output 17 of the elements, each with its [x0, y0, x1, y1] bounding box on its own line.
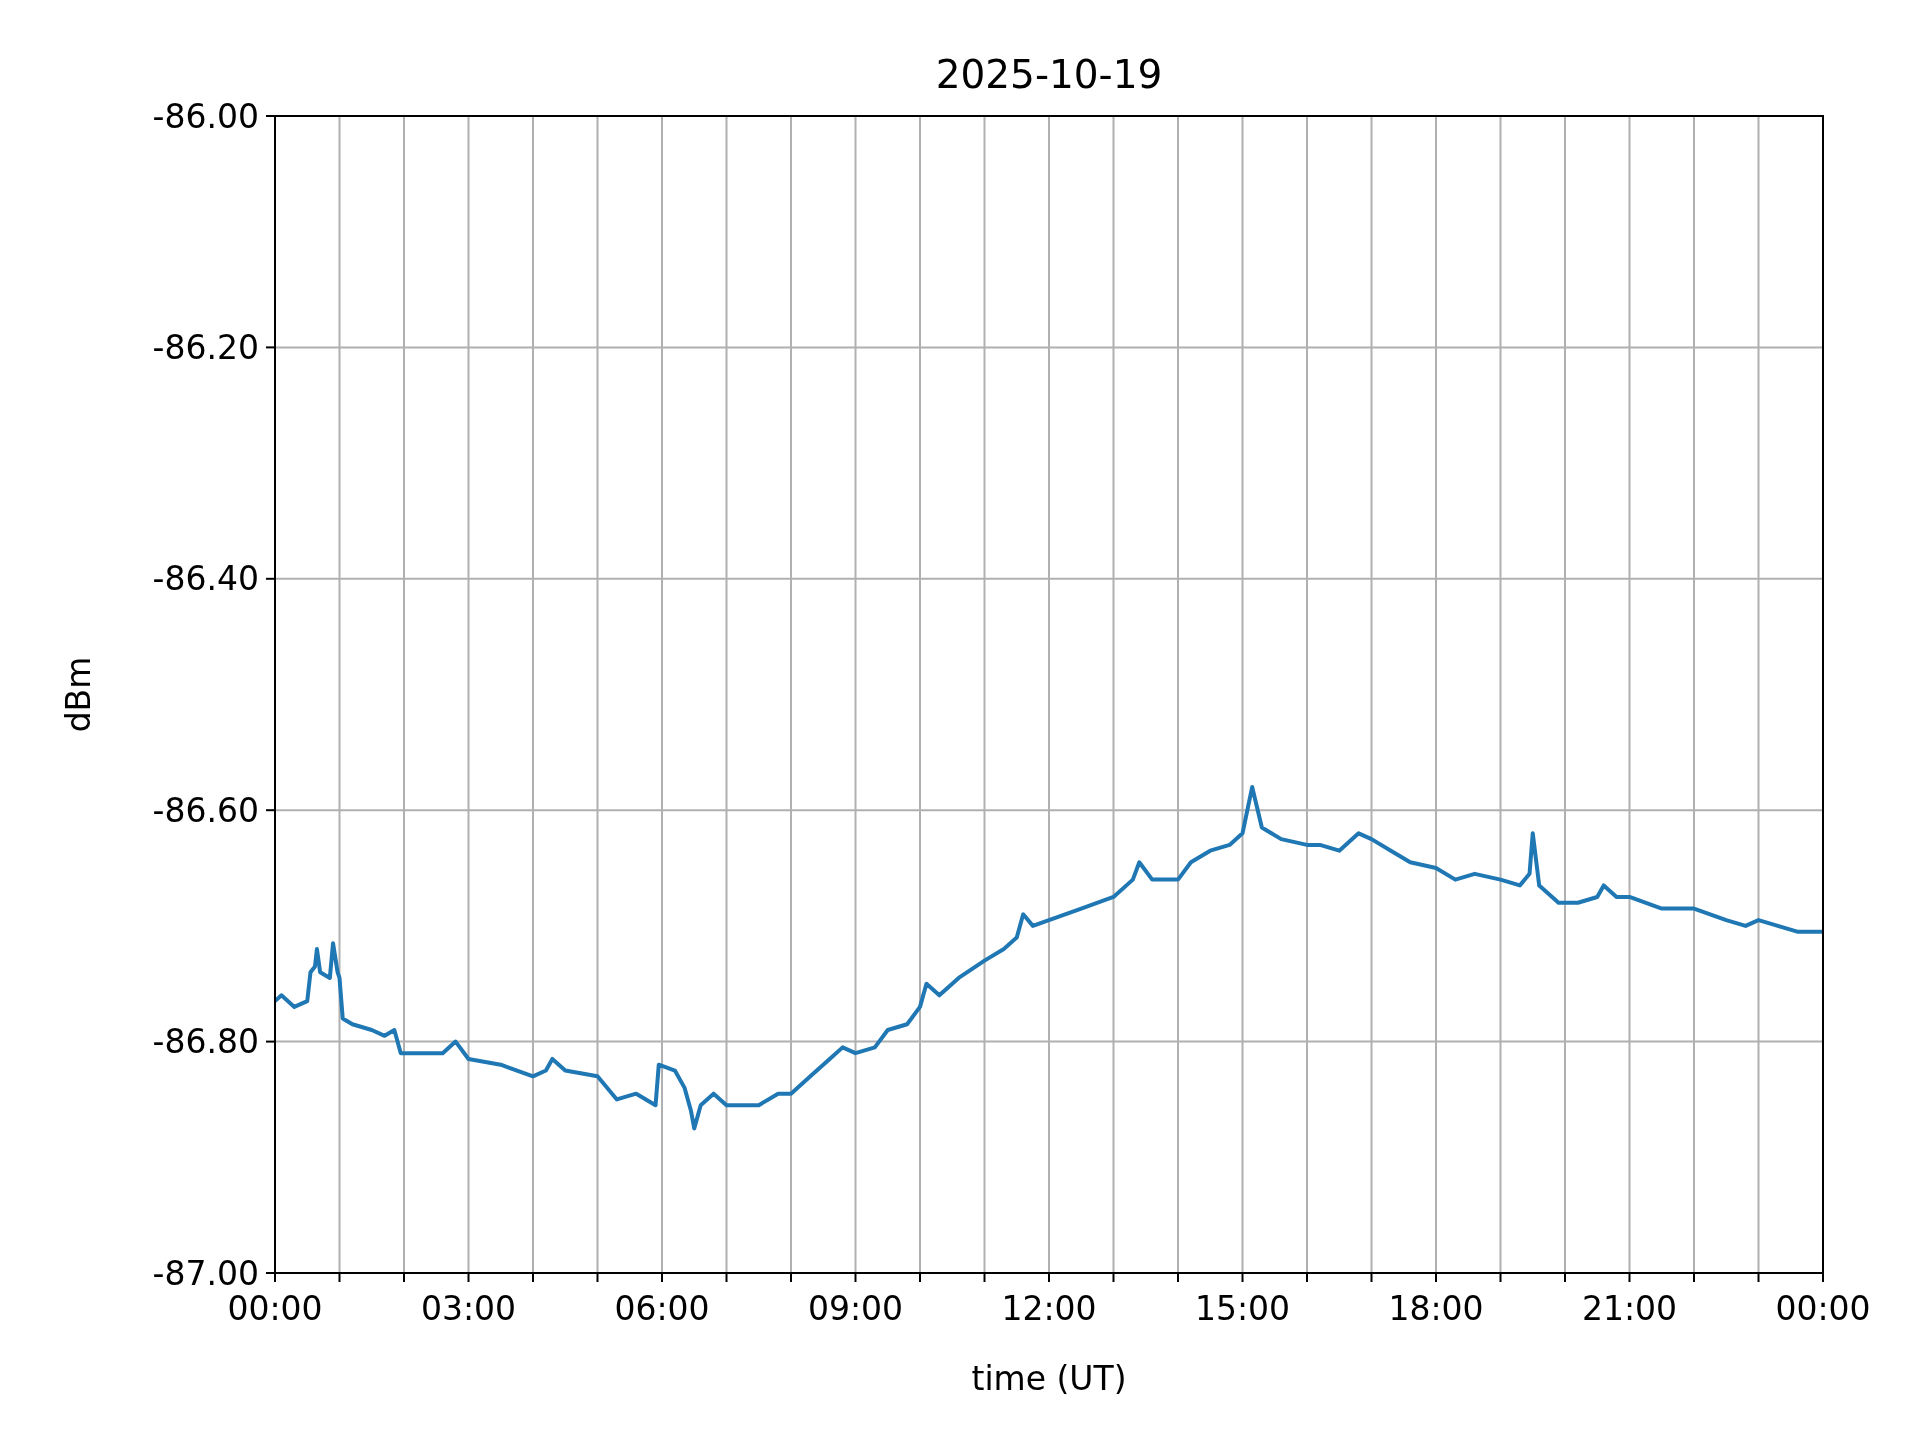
- x-tick-label: 09:00: [807, 1289, 904, 1328]
- x-axis-title: time (UT): [971, 1359, 1127, 1398]
- y-axis-title: dBm: [59, 656, 98, 733]
- x-tick-label: 03:00: [420, 1289, 517, 1328]
- x-tick-label: 12:00: [1001, 1289, 1097, 1328]
- x-tick-label: 15:00: [1194, 1289, 1291, 1328]
- y-tick-label: -86.80: [152, 1022, 259, 1062]
- y-tick-label: -86.00: [152, 96, 259, 136]
- y-tick-label: -86.40: [152, 559, 259, 599]
- x-tick-label: 21:00: [1581, 1289, 1678, 1328]
- line-series: [275, 785, 1823, 1131]
- y-tick-label: -86.20: [152, 327, 259, 367]
- x-tick-label: 00:00: [1775, 1289, 1871, 1328]
- y-tick-label: -86.60: [152, 790, 259, 830]
- x-tick-label: 06:00: [614, 1289, 710, 1328]
- x-tick-label: 18:00: [1388, 1289, 1484, 1328]
- chart-title: 2025-10-19: [935, 52, 1163, 97]
